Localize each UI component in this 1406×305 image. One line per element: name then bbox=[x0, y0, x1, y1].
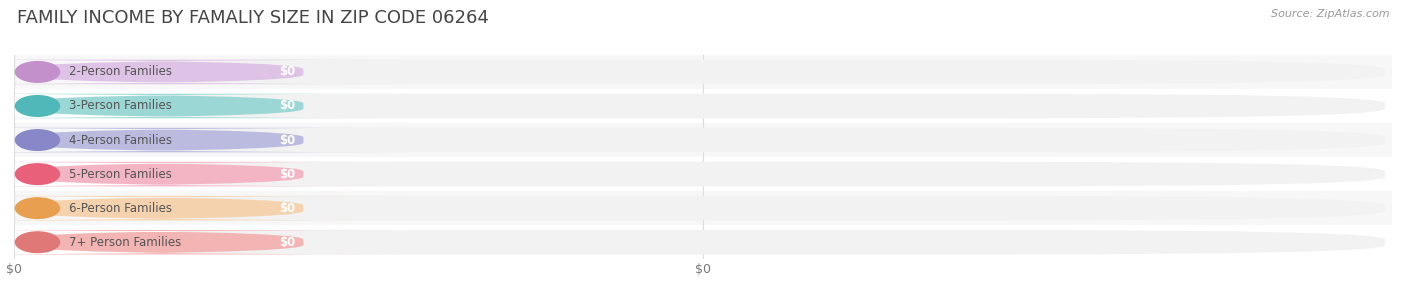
FancyBboxPatch shape bbox=[0, 162, 406, 186]
FancyBboxPatch shape bbox=[21, 128, 1385, 152]
Text: $0: $0 bbox=[278, 168, 295, 181]
FancyBboxPatch shape bbox=[0, 128, 406, 152]
Text: 4-Person Families: 4-Person Families bbox=[69, 134, 172, 146]
FancyBboxPatch shape bbox=[0, 196, 406, 221]
Text: $0: $0 bbox=[278, 236, 295, 249]
Bar bbox=[14, 157, 1392, 191]
Bar bbox=[14, 191, 1392, 225]
Bar bbox=[14, 55, 1392, 89]
Text: 2-Person Families: 2-Person Families bbox=[69, 66, 172, 78]
Ellipse shape bbox=[15, 130, 59, 150]
Text: 7+ Person Families: 7+ Person Families bbox=[69, 236, 181, 249]
Text: 5-Person Families: 5-Person Families bbox=[69, 168, 172, 181]
Text: 6-Person Families: 6-Person Families bbox=[69, 202, 172, 215]
FancyBboxPatch shape bbox=[0, 94, 406, 118]
Bar bbox=[14, 89, 1392, 123]
FancyBboxPatch shape bbox=[21, 230, 1385, 254]
Bar bbox=[14, 123, 1392, 157]
FancyBboxPatch shape bbox=[0, 60, 406, 84]
Text: $0: $0 bbox=[278, 66, 295, 78]
Text: 3-Person Families: 3-Person Families bbox=[69, 99, 172, 113]
FancyBboxPatch shape bbox=[21, 94, 1385, 118]
Ellipse shape bbox=[15, 96, 59, 116]
Ellipse shape bbox=[15, 62, 59, 82]
Text: Source: ZipAtlas.com: Source: ZipAtlas.com bbox=[1271, 9, 1389, 19]
FancyBboxPatch shape bbox=[21, 196, 1385, 221]
Text: $0: $0 bbox=[278, 99, 295, 113]
Ellipse shape bbox=[15, 164, 59, 185]
FancyBboxPatch shape bbox=[0, 230, 406, 254]
Ellipse shape bbox=[15, 198, 59, 218]
Text: $0: $0 bbox=[278, 134, 295, 146]
Text: FAMILY INCOME BY FAMALIY SIZE IN ZIP CODE 06264: FAMILY INCOME BY FAMALIY SIZE IN ZIP COD… bbox=[17, 9, 489, 27]
FancyBboxPatch shape bbox=[21, 60, 1385, 84]
FancyBboxPatch shape bbox=[21, 162, 1385, 186]
Text: $0: $0 bbox=[278, 202, 295, 215]
Bar bbox=[14, 225, 1392, 259]
Ellipse shape bbox=[15, 232, 59, 253]
